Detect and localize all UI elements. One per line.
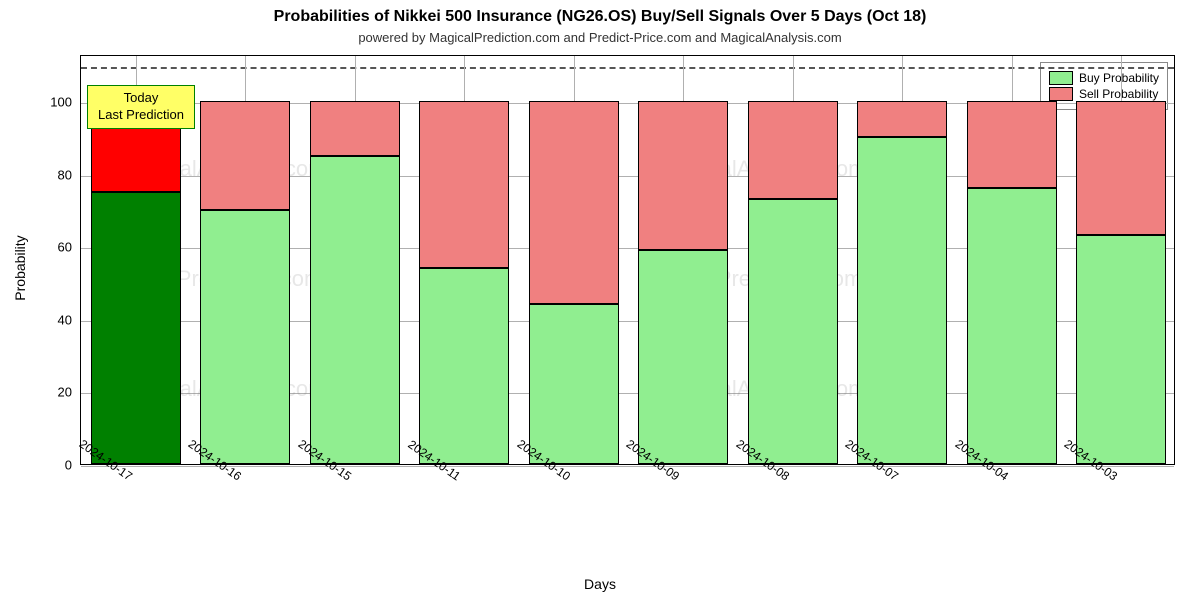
- legend-sell-swatch: [1049, 87, 1073, 101]
- legend-sell-row: Sell Probability: [1049, 87, 1159, 101]
- legend-sell-label: Sell Probability: [1079, 87, 1158, 101]
- legend-buy-label: Buy Probability: [1079, 71, 1159, 85]
- bar-buy: [529, 304, 619, 464]
- y-axis-label: Probability: [12, 235, 28, 300]
- bar-sell: [638, 101, 728, 250]
- chart-title: Probabilities of Nikkei 500 Insurance (N…: [0, 8, 1200, 26]
- y-tick-label: 80: [32, 167, 72, 182]
- legend-buy-row: Buy Probability: [1049, 71, 1159, 85]
- y-tick-label: 60: [32, 240, 72, 255]
- bar-sell: [967, 101, 1057, 188]
- legend-buy-swatch: [1049, 71, 1073, 85]
- y-tick-label: 20: [32, 385, 72, 400]
- y-tick-label: 100: [32, 95, 72, 110]
- x-axis-label: Days: [0, 576, 1200, 592]
- bar-sell: [748, 101, 838, 199]
- bar-sell: [857, 101, 947, 137]
- bar-buy: [1076, 235, 1166, 464]
- today-box-line2: Last Prediction: [98, 107, 184, 124]
- bar-sell: [1076, 101, 1166, 235]
- bar-sell: [200, 101, 290, 210]
- bar-buy: [857, 137, 947, 464]
- today-box: TodayLast Prediction: [87, 85, 195, 129]
- bar-sell: [310, 101, 400, 155]
- bar-sell: [529, 101, 619, 304]
- y-tick-label: 0: [32, 458, 72, 473]
- chart-subtitle: powered by MagicalPrediction.com and Pre…: [0, 30, 1200, 45]
- bar-sell: [419, 101, 509, 268]
- gridline-h: [81, 466, 1174, 467]
- y-tick-label: 40: [32, 312, 72, 327]
- chart-container: Probabilities of Nikkei 500 Insurance (N…: [0, 0, 1200, 600]
- plot-area: Buy Probability Sell Probability Magical…: [80, 55, 1175, 465]
- today-box-line1: Today: [98, 90, 184, 107]
